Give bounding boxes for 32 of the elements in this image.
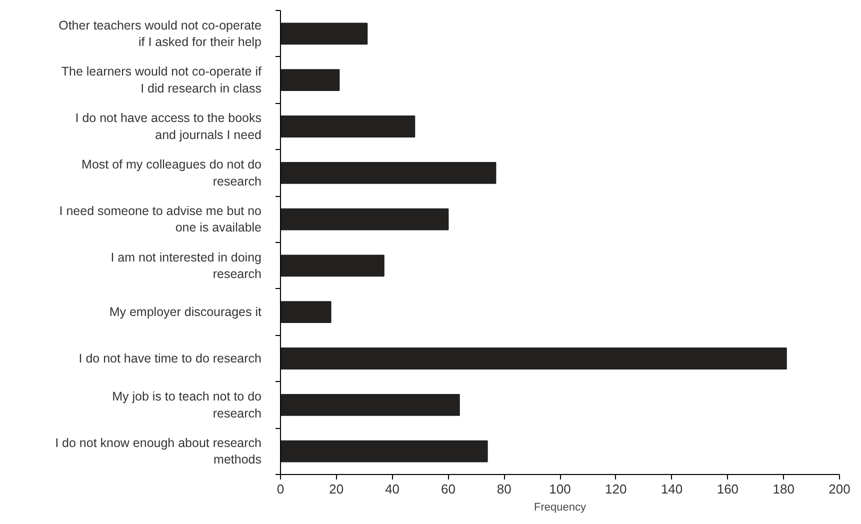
y-tick-label: Other teachers would not co-operate if I asked for their help bbox=[58, 18, 262, 50]
y-tick-label: My job is to teach not to do research bbox=[112, 390, 262, 420]
x-tick-label: 40 bbox=[385, 482, 400, 496]
bar bbox=[280, 394, 460, 416]
y-tick-label: Most of my colleagues do not do research bbox=[82, 158, 262, 188]
bar bbox=[280, 22, 368, 45]
x-tick-label: 160 bbox=[716, 482, 739, 496]
bar bbox=[280, 208, 449, 230]
x-tick-label: 100 bbox=[549, 482, 571, 496]
bar bbox=[280, 301, 332, 324]
x-tick-label: 80 bbox=[496, 482, 512, 496]
bar bbox=[280, 254, 384, 277]
x-tick-label: 140 bbox=[660, 482, 683, 496]
bar bbox=[280, 69, 340, 92]
x-tick-label: 200 bbox=[828, 482, 850, 496]
y-tick-label: I do not know enough about research methods bbox=[55, 436, 262, 467]
x-tick-label: 0 bbox=[276, 482, 284, 496]
y-tick-label: I need someone to advise me but no one is available bbox=[59, 204, 262, 235]
x-tick-label: 60 bbox=[440, 482, 456, 496]
y-tick-label: I do not have access to the books and journals I need bbox=[75, 111, 262, 142]
y-tick-label: My employer discourages it bbox=[109, 305, 262, 320]
x-axis-title: Frequency bbox=[534, 502, 586, 514]
bar bbox=[280, 440, 488, 462]
y-tick-label: I do not have time to do research bbox=[78, 352, 262, 366]
bar bbox=[280, 162, 496, 184]
bar bbox=[280, 116, 416, 138]
y-tick-label: I am not interested in doing research bbox=[110, 250, 262, 282]
x-tick-label: 120 bbox=[605, 482, 627, 496]
bar bbox=[280, 348, 787, 370]
y-tick-label: The learners would not co-operate if I did research in class bbox=[61, 64, 262, 96]
x-tick-label: 180 bbox=[772, 482, 794, 496]
x-tick-label: 20 bbox=[329, 482, 344, 496]
